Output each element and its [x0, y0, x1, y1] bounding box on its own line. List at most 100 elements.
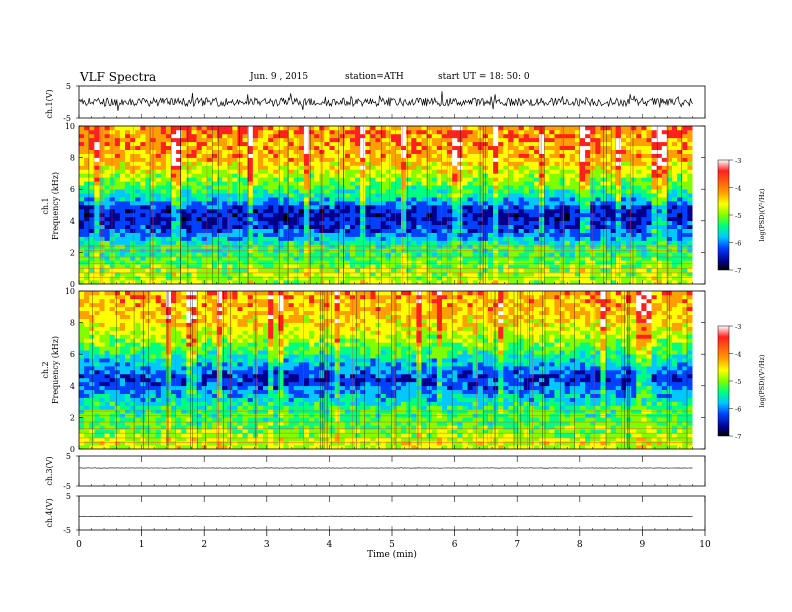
spectrogram-cell — [472, 161, 479, 166]
spectrogram-cell — [385, 161, 392, 166]
spectrogram-cell — [349, 252, 356, 257]
spectrogram-cell — [636, 165, 642, 170]
spectrogram-cell — [390, 189, 397, 194]
spectrogram-cell — [503, 276, 509, 281]
spectrogram-cell — [247, 216, 254, 222]
spectrogram-cell — [620, 129, 627, 135]
spectrogram-cell — [104, 126, 110, 131]
spectrogram-cell — [585, 129, 591, 135]
spectrogram-cell — [574, 264, 581, 269]
spectrogram-cell — [237, 244, 243, 249]
spectrogram-cell — [380, 264, 387, 269]
spectrogram-cell — [498, 264, 504, 269]
spectrogram-cell — [247, 212, 254, 218]
spectrogram-cell — [549, 177, 555, 182]
spectrogram-cell — [626, 173, 632, 178]
spectrogram-cell — [508, 197, 514, 202]
spectrogram-cell — [457, 256, 463, 261]
spectrogram-cell — [293, 141, 300, 147]
spectrogram-cell — [513, 145, 519, 150]
spectrogram-cell — [380, 212, 387, 218]
spectrogram-cell — [140, 137, 146, 143]
spectrogram-cell — [114, 145, 121, 150]
spectrogram-cell — [135, 133, 141, 139]
spectrogram-cell — [549, 236, 555, 241]
spectrogram-cell — [217, 276, 223, 281]
spectrogram-cell — [661, 236, 668, 241]
spectrogram-cell — [493, 177, 499, 182]
spectrogram-cell — [89, 236, 95, 241]
spectrogram-cell — [334, 133, 341, 139]
spectrogram-cell — [452, 224, 458, 229]
spectrogram-cell — [498, 165, 504, 170]
spectrogram-cell — [355, 157, 361, 162]
spectrogram-cell — [309, 133, 315, 139]
spectrogram-cell — [590, 165, 596, 170]
spectrogram-cell — [278, 280, 284, 285]
spectrogram-cell — [324, 141, 330, 147]
spectrogram-cell — [206, 145, 213, 150]
spectrogram-cell — [114, 177, 121, 182]
spectrogram-cell — [339, 216, 346, 222]
spectrogram-cell — [677, 264, 683, 269]
spectrogram-cell — [574, 126, 581, 131]
spectrogram-cell — [273, 137, 279, 143]
spectrogram-cell — [436, 220, 443, 226]
spectrogram-cell — [462, 212, 468, 218]
spectrogram-cell — [130, 149, 136, 154]
spectrogram-cell — [130, 280, 136, 285]
spectrogram-cell — [109, 157, 116, 162]
spectrogram-cell — [687, 193, 693, 198]
spectrogram-cell — [334, 145, 341, 150]
spectrogram-cell — [431, 276, 438, 281]
spectrogram-cell — [477, 212, 484, 218]
spectrogram-cell — [89, 445, 95, 450]
spectrogram-cell — [528, 189, 535, 194]
spectrogram-cell — [160, 126, 167, 131]
spectrogram-cell — [554, 264, 560, 269]
spectrogram-cell — [232, 141, 238, 147]
spectrogram-cell — [416, 149, 422, 154]
spectrogram-cell — [288, 212, 295, 218]
spectrogram-cell — [217, 236, 223, 241]
spectrogram-cell — [528, 126, 535, 131]
spectrogram-cell — [125, 141, 131, 147]
spectrogram-cell — [160, 173, 167, 178]
spectrogram-cell — [580, 197, 586, 202]
spectrogram-cell — [508, 228, 514, 233]
spectrogram-cell — [651, 137, 657, 143]
spectrogram-cell — [518, 205, 525, 210]
spectrogram-cell — [518, 216, 525, 222]
spectrogram-cell — [237, 133, 243, 139]
spectrogram-cell — [595, 185, 601, 190]
spectrogram-cell — [227, 260, 233, 265]
spectrogram-cell — [140, 268, 146, 273]
spectrogram-cell — [549, 205, 555, 210]
spectrogram-cell — [176, 126, 182, 131]
spectrogram-cell — [452, 256, 458, 261]
spectrogram-cell — [334, 272, 341, 277]
spectrogram-cell — [462, 153, 468, 158]
spectrogram-cell — [452, 216, 458, 222]
spectrogram-cell — [493, 189, 499, 194]
spectrogram-cell — [549, 145, 555, 150]
spectrogram-cell — [390, 161, 397, 166]
spectrogram-cell — [605, 240, 611, 245]
spectrogram-cell — [610, 129, 617, 135]
spectrogram-cell — [79, 157, 85, 162]
spectrogram-cell — [227, 205, 233, 210]
spectrogram-cell — [283, 153, 289, 158]
spectrogram-cell — [252, 236, 259, 241]
spectrogram-cell — [349, 268, 356, 273]
spectrogram-cell — [677, 256, 683, 261]
spectrogram-cell — [534, 177, 540, 182]
spectrogram-cell — [339, 232, 346, 237]
spectrogram-cell — [452, 157, 458, 162]
spectrogram-cell — [590, 193, 596, 198]
spectrogram-cell — [201, 193, 208, 198]
spectrogram-cell — [518, 185, 525, 190]
spectrogram-cell — [324, 153, 330, 158]
spectrogram-cell — [339, 153, 346, 158]
spectrogram-cell — [309, 177, 315, 182]
spectrogram-cell — [385, 264, 392, 269]
